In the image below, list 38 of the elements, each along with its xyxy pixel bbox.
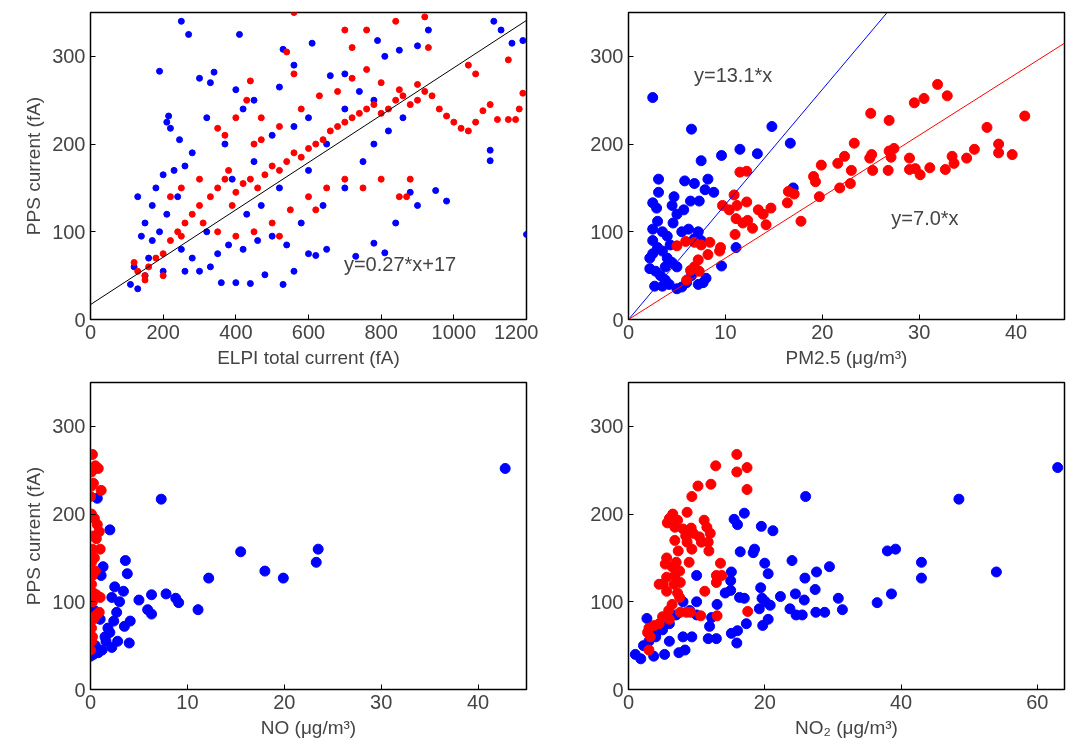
- y-axis-title: PPS current (fA): [23, 466, 45, 606]
- y-tick-label: 200: [52, 133, 86, 156]
- x-tick-label: 40: [1004, 320, 1028, 343]
- x-tick-label: 1000: [431, 320, 477, 343]
- x-axis-title: NO (μg/m³): [260, 716, 357, 738]
- x-tick-label: 400: [219, 320, 253, 343]
- x-tick-label: 200: [146, 320, 180, 343]
- x-tick-label: 600: [291, 320, 326, 343]
- annotation: y=13.1*x: [693, 64, 773, 87]
- y-tick-label: 300: [590, 45, 624, 68]
- y-tick-label: 200: [52, 503, 86, 526]
- x-axis-title: ELPI total current (fA): [217, 346, 400, 368]
- y-tick-label: 200: [590, 133, 624, 156]
- y-tick-label: 300: [52, 415, 86, 438]
- y-tick-label: 100: [52, 220, 86, 243]
- x-tick-label: 30: [908, 320, 931, 343]
- x-tick-label: 10: [714, 320, 737, 343]
- x-tick-label: 60: [1026, 690, 1049, 713]
- annotation: y=7.0*x: [891, 207, 959, 230]
- x-tick-label: 40: [889, 690, 913, 713]
- y-tick-label: 200: [590, 503, 624, 526]
- y-tick-label: 300: [52, 45, 86, 68]
- x-tick-label: 30: [370, 690, 393, 713]
- y-axis-title: PPS current (fA): [23, 96, 45, 236]
- x-axis-title: PM2.5 (μg/m³): [785, 346, 908, 368]
- y-tick-label: 100: [52, 590, 86, 613]
- x-tick-label: 20: [753, 690, 776, 713]
- annotation: y=0.27*x+17: [343, 253, 457, 276]
- y-tick-label: 100: [590, 220, 624, 243]
- x-axis-title: NO₂ (μg/m³): [795, 716, 898, 738]
- x-tick-label: 1200: [494, 320, 539, 343]
- y-tick-label: 100: [590, 590, 624, 613]
- x-tick-label: 20: [273, 690, 296, 713]
- y-tick-label: 300: [590, 415, 624, 438]
- x-tick-label: 40: [466, 690, 490, 713]
- x-tick-label: 800: [364, 320, 398, 343]
- x-tick-label: 20: [811, 320, 834, 343]
- x-tick-label: 10: [176, 690, 199, 713]
